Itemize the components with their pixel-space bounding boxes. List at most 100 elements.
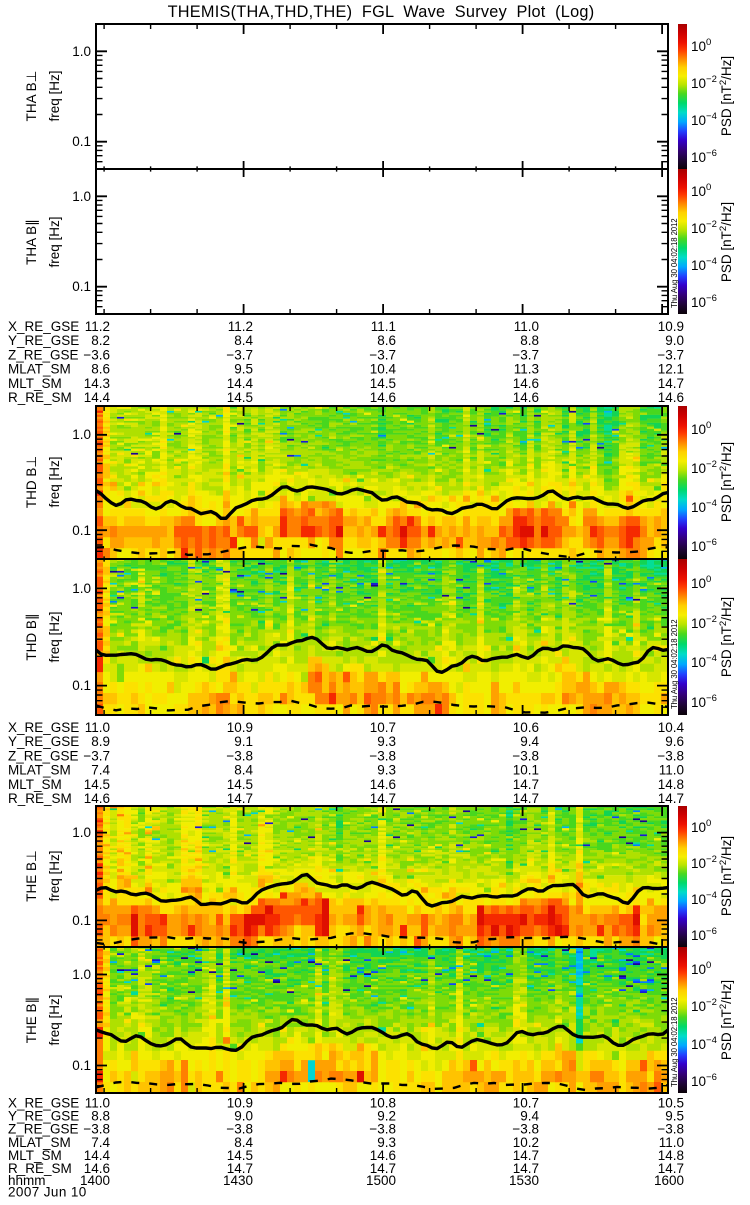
svg-text:9.3: 9.3 [377, 1135, 396, 1150]
svg-text:14.6: 14.6 [513, 390, 539, 405]
svg-text:Z_RE_GSE: Z_RE_GSE [8, 748, 79, 763]
svg-text:−3.6: −3.6 [83, 347, 110, 362]
svg-text:PSD [nT2/Hz]: PSD [nT2/Hz] [718, 202, 734, 282]
svg-text:9.4: 9.4 [520, 1109, 539, 1124]
svg-text:0.1: 0.1 [72, 523, 91, 538]
svg-text:10.4: 10.4 [658, 720, 685, 735]
svg-text:11.0: 11.0 [85, 1096, 110, 1111]
svg-text:14.3: 14.3 [84, 376, 110, 391]
svg-text:MLT_SM: MLT_SM [8, 376, 62, 391]
svg-text:2007 Jun 10: 2007 Jun 10 [8, 1184, 87, 1199]
svg-text:freq [Hz]: freq [Hz] [47, 994, 62, 1045]
svg-text:Thu Aug 30 04:02:18 2012: Thu Aug 30 04:02:18 2012 [670, 997, 679, 1087]
svg-text:0.1: 0.1 [72, 678, 91, 693]
svg-text:freq [Hz]: freq [Hz] [47, 456, 62, 507]
svg-text:10.9: 10.9 [227, 1096, 253, 1111]
svg-text:11.0: 11.0 [659, 1135, 684, 1150]
svg-text:−3.7: −3.7 [83, 748, 110, 763]
svg-text:10.7: 10.7 [513, 1096, 539, 1111]
svg-text:14.8: 14.8 [658, 777, 684, 792]
svg-text:14.5: 14.5 [370, 376, 396, 391]
svg-text:Thu Aug 30 04:02:18 2012: Thu Aug 30 04:02:18 2012 [670, 218, 679, 308]
svg-text:9.3: 9.3 [377, 734, 396, 749]
svg-text:10.8: 10.8 [370, 1096, 396, 1111]
svg-text:1530: 1530 [509, 1173, 539, 1188]
svg-text:PSD [nT2/Hz]: PSD [nT2/Hz] [718, 836, 734, 916]
svg-text:X_RE_GSE: X_RE_GSE [8, 1096, 79, 1111]
svg-text:14.4: 14.4 [84, 1148, 111, 1163]
svg-text:THA B⊥: THA B⊥ [24, 71, 39, 122]
svg-text:MLAT_SM: MLAT_SM [8, 1135, 71, 1150]
svg-text:10.9: 10.9 [227, 720, 253, 735]
svg-text:14.7: 14.7 [513, 791, 539, 806]
svg-text:14.6: 14.6 [370, 777, 396, 792]
svg-text:14.7: 14.7 [658, 791, 684, 806]
svg-text:14.7: 14.7 [513, 777, 539, 792]
svg-text:PSD [nT2/Hz]: PSD [nT2/Hz] [718, 56, 734, 136]
svg-text:1.0: 1.0 [72, 427, 91, 442]
svg-text:9.1: 9.1 [234, 734, 253, 749]
svg-text:8.4: 8.4 [234, 1135, 253, 1150]
svg-text:0.1: 0.1 [72, 279, 91, 294]
svg-text:THD B⊥: THD B⊥ [24, 456, 39, 508]
svg-text:−3.8: −3.8 [512, 748, 539, 763]
svg-text:11.3: 11.3 [514, 362, 539, 377]
svg-text:freq [Hz]: freq [Hz] [47, 850, 62, 901]
svg-text:0.1: 0.1 [72, 913, 91, 928]
svg-text:Y_RE_GSE: Y_RE_GSE [8, 734, 79, 749]
svg-text:8.8: 8.8 [91, 1109, 110, 1124]
svg-text:9.2: 9.2 [377, 1109, 396, 1124]
svg-text:8.9: 8.9 [91, 734, 110, 749]
svg-text:1.0: 1.0 [72, 581, 91, 596]
svg-text:9.5: 9.5 [665, 1109, 684, 1124]
svg-text:8.4: 8.4 [234, 333, 253, 348]
svg-text:14.6: 14.6 [84, 791, 110, 806]
svg-text:THE B⊥: THE B⊥ [24, 850, 39, 902]
svg-text:X_RE_GSE: X_RE_GSE [8, 720, 79, 735]
svg-text:14.7: 14.7 [513, 1161, 539, 1176]
svg-text:MLAT_SM: MLAT_SM [8, 362, 71, 377]
svg-text:7.4: 7.4 [91, 1135, 110, 1150]
svg-text:14.6: 14.6 [370, 1148, 396, 1163]
svg-text:14.4: 14.4 [227, 376, 254, 391]
svg-text:−3.8: −3.8 [369, 1122, 396, 1137]
svg-text:10.7: 10.7 [370, 720, 396, 735]
svg-text:Y_RE_GSE: Y_RE_GSE [8, 333, 79, 348]
svg-text:−3.8: −3.8 [657, 1122, 684, 1137]
svg-text:−3.8: −3.8 [512, 1122, 539, 1137]
svg-text:−3.7: −3.7 [657, 347, 684, 362]
svg-text:8.8: 8.8 [520, 333, 539, 348]
svg-text:PSD [nT2/Hz]: PSD [nT2/Hz] [718, 980, 734, 1060]
svg-text:−3.7: −3.7 [369, 347, 396, 362]
svg-text:14.5: 14.5 [227, 777, 253, 792]
svg-text:1.0: 1.0 [72, 825, 91, 840]
svg-text:14.8: 14.8 [658, 1148, 684, 1163]
svg-text:freq [Hz]: freq [Hz] [47, 611, 62, 662]
svg-text:14.7: 14.7 [513, 1148, 539, 1163]
svg-text:PSD [nT2/Hz]: PSD [nT2/Hz] [718, 442, 734, 522]
svg-text:R_RE_SM: R_RE_SM [8, 1161, 72, 1176]
svg-text:1.0: 1.0 [72, 967, 91, 982]
svg-text:R_RE_SM: R_RE_SM [8, 390, 72, 405]
svg-text:10.2: 10.2 [513, 1135, 539, 1150]
svg-text:1430: 1430 [223, 1173, 253, 1188]
svg-text:12.1: 12.1 [658, 362, 684, 377]
svg-text:14.6: 14.6 [658, 390, 684, 405]
svg-text:8.6: 8.6 [91, 362, 110, 377]
svg-text:14.7: 14.7 [658, 1161, 684, 1176]
svg-text:−3.8: −3.8 [226, 1122, 253, 1137]
svg-text:8.4: 8.4 [234, 763, 253, 778]
svg-text:MLT_SM: MLT_SM [8, 1148, 62, 1163]
svg-text:9.0: 9.0 [665, 333, 684, 348]
svg-text:MLAT_SM: MLAT_SM [8, 763, 71, 778]
svg-text:THD B∥: THD B∥ [24, 613, 39, 660]
svg-text:−3.8: −3.8 [657, 748, 684, 763]
svg-text:14.6: 14.6 [370, 390, 396, 405]
svg-text:−3.8: −3.8 [369, 748, 396, 763]
svg-text:11.0: 11.0 [659, 763, 684, 778]
svg-text:THE B∥: THE B∥ [24, 997, 39, 1044]
svg-text:11.0: 11.0 [514, 319, 539, 334]
svg-text:1500: 1500 [366, 1173, 396, 1188]
svg-text:freq [Hz]: freq [Hz] [47, 216, 62, 267]
svg-text:8.2: 8.2 [91, 333, 110, 348]
